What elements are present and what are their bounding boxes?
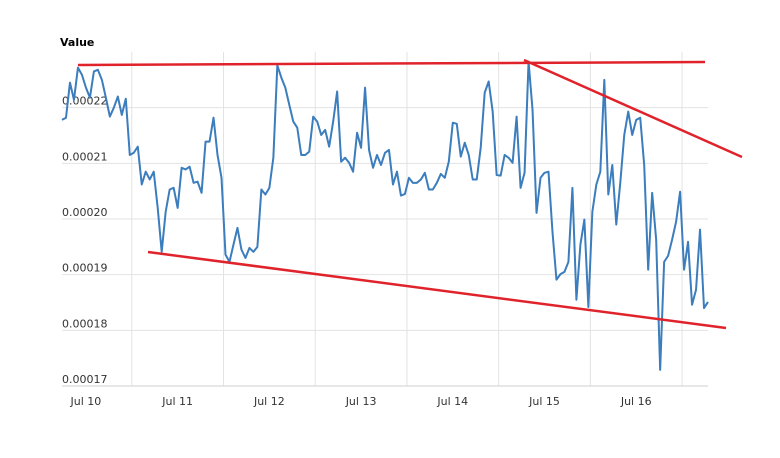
- y-tick-label: 0.00017: [62, 373, 108, 386]
- x-tick-label: Jul 15: [528, 395, 560, 408]
- grid-layer: 0.000170.000180.000190.000200.000210.000…: [62, 52, 708, 408]
- trend-lines: [77, 58, 743, 330]
- trend-line: [523, 58, 743, 159]
- plot-layer: [61, 60, 709, 371]
- y-tick-label: 0.00019: [62, 262, 108, 275]
- x-tick-label: Jul 14: [436, 395, 468, 408]
- x-tick-label: Jul 10: [70, 395, 102, 408]
- trend-line: [77, 60, 706, 67]
- trend-line: [147, 250, 727, 330]
- y-tick-label: 0.00020: [62, 206, 108, 219]
- x-tick-label: Jul 13: [345, 395, 377, 408]
- chart-title: Value: [60, 36, 94, 49]
- x-tick-label: Jul 11: [161, 395, 193, 408]
- y-tick-label: 0.00018: [62, 317, 108, 330]
- x-tick-label: Jul 16: [620, 395, 652, 408]
- y-tick-label: 0.00021: [62, 150, 108, 163]
- data-line: [61, 60, 709, 371]
- x-tick-label: Jul 12: [253, 395, 285, 408]
